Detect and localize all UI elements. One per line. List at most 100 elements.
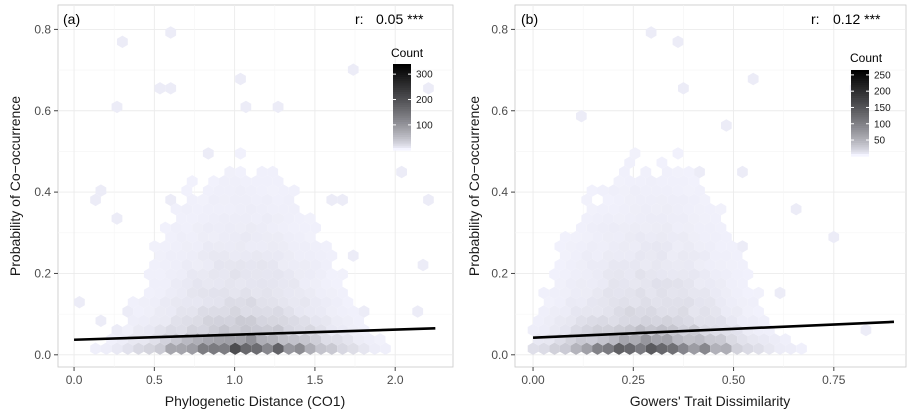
hexbin-cell xyxy=(678,230,689,244)
hexbin-cell xyxy=(715,258,727,272)
panel-b: 0.00 0.25 0.50 0.75 0.00.20.40.60.8 (b) r: … xyxy=(466,4,907,409)
hexbin-cell xyxy=(160,258,171,272)
hexbin-cell xyxy=(704,314,716,327)
hexbin-cell xyxy=(181,277,193,290)
hexbin-cell xyxy=(688,305,700,318)
hexbin-cell xyxy=(597,240,609,253)
hexbin-cell xyxy=(278,221,289,234)
hexbin-cell xyxy=(396,165,407,179)
colorbar-step xyxy=(851,147,869,151)
hexbin-cell xyxy=(197,305,209,318)
hexbin-cell xyxy=(597,203,609,216)
hexbin-cell xyxy=(549,268,560,281)
hexbin-cell xyxy=(672,258,684,272)
hexbin-cell xyxy=(197,212,209,225)
hexbin-cell xyxy=(133,323,144,337)
hexbin-cell xyxy=(683,184,695,197)
hexbin-cell xyxy=(256,333,268,346)
hexbin-cell xyxy=(224,258,236,272)
legend-title-a: Count xyxy=(391,46,424,60)
hexbin-cell xyxy=(262,230,273,244)
hexbin-cell xyxy=(176,212,187,225)
colorbar-step xyxy=(851,97,869,101)
hexbin-cell xyxy=(192,221,203,234)
hexbin-cell xyxy=(245,258,257,272)
fit-line-b xyxy=(532,320,895,340)
hexbin-cell xyxy=(559,268,571,281)
hexbin-cell xyxy=(240,249,252,262)
hexbin-cell xyxy=(176,286,187,300)
hexbin-cell xyxy=(704,240,716,253)
hexbin-cell xyxy=(576,221,587,234)
colorbar-step xyxy=(851,138,869,142)
hexbin-cell xyxy=(310,314,321,327)
hexbin-cell xyxy=(608,277,619,290)
hexbin-cell xyxy=(570,249,582,262)
hexbin-cell xyxy=(715,314,727,327)
hexbin-cell xyxy=(111,323,123,337)
hexbin-cell xyxy=(229,193,241,207)
hexbin-cell xyxy=(283,193,295,207)
stat-label-a: r: xyxy=(355,11,364,27)
hexbin-cell xyxy=(678,82,689,95)
hexbin-cell xyxy=(197,323,209,337)
colorbar-step xyxy=(851,151,869,155)
hexbin-cell xyxy=(774,286,786,300)
hexbin-cell xyxy=(364,333,375,346)
hexbin-cell xyxy=(731,249,743,262)
hexbin-cell xyxy=(219,212,230,225)
hexbin-cell xyxy=(592,249,603,262)
colorbar-step xyxy=(851,121,869,125)
colorbar-step xyxy=(393,64,411,67)
hexbin-cell xyxy=(186,212,198,225)
hexbin-cell xyxy=(149,296,160,309)
hexbin-cell xyxy=(688,175,700,188)
hexbin-cell xyxy=(423,193,434,207)
hexbin-cell xyxy=(581,268,593,281)
hexbin-cell xyxy=(353,314,364,327)
hexbin-cell xyxy=(624,193,636,207)
hexbin-cell xyxy=(326,323,338,337)
hexbin-cell xyxy=(272,230,284,244)
hexbin-cell xyxy=(310,258,321,272)
hexbin-cell xyxy=(245,333,257,346)
stat-value-a: 0.05 *** xyxy=(376,11,424,27)
hexbin-cell xyxy=(619,333,630,346)
colorbar-step xyxy=(393,128,411,132)
hexbin-cell xyxy=(624,175,636,188)
hexbin-cell xyxy=(288,333,300,346)
hexbin-cell xyxy=(160,221,171,234)
hexbin-cell xyxy=(651,240,662,253)
x-tick-label: 2.0 xyxy=(387,373,404,387)
hexbin-cell xyxy=(629,314,641,327)
hexbin-cell xyxy=(699,305,711,318)
hexbin-cell xyxy=(683,221,695,234)
hexbin-cell xyxy=(347,249,359,262)
hexbin-cell xyxy=(629,184,641,197)
hexbin-cell xyxy=(100,342,112,355)
hexbin-cell xyxy=(624,249,636,262)
hexbin-cell xyxy=(122,342,134,355)
hexbin-cell xyxy=(181,221,193,234)
hexbin-cell xyxy=(202,147,214,160)
hexbin-cell xyxy=(667,305,678,318)
hexbin-cell xyxy=(640,333,652,346)
hexbin-cell xyxy=(667,323,678,337)
hexbin-cell xyxy=(613,268,625,281)
hexbin-cell xyxy=(288,240,300,253)
colorbar-step xyxy=(851,91,869,95)
colorbar-tick-label: 150 xyxy=(874,103,891,114)
hexbin-cell xyxy=(160,277,171,290)
hexbin-cell xyxy=(224,333,236,346)
hexbin-cell xyxy=(170,314,182,327)
hexbin-cell xyxy=(165,82,177,95)
x-axis-label-b: Gowers' Trait Dissimilarity xyxy=(630,393,791,409)
hexbin-cell xyxy=(619,184,630,197)
hexbin-cell xyxy=(543,314,555,327)
hexbin-cell xyxy=(640,203,652,216)
hexbin-cell xyxy=(278,333,289,346)
hexbin-cell xyxy=(640,184,652,197)
hexbin-cell xyxy=(672,296,684,309)
hexbin-cell xyxy=(586,277,598,290)
hexbin-cell xyxy=(721,268,732,281)
